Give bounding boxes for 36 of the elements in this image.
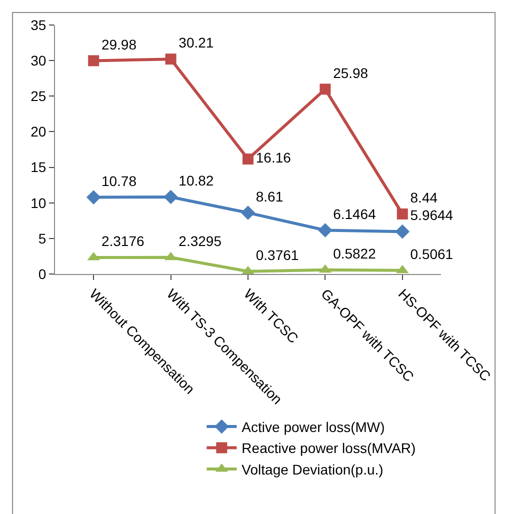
y-tick-label: 25	[30, 88, 46, 104]
data-label: 0.3761	[256, 246, 299, 263]
point	[165, 54, 176, 65]
point	[242, 154, 254, 165]
legend-label: Reactive power loss(MVAR)	[242, 440, 416, 456]
data-label: 10.78	[101, 172, 137, 189]
y-tick-label: 10	[30, 194, 46, 211]
y-tick-label: 20	[30, 124, 46, 140]
point	[88, 55, 100, 66]
data-label: 16.16	[256, 150, 292, 166]
y-tick-label: 35	[30, 16, 46, 33]
y-tick-label: 15	[30, 159, 46, 176]
legend-label: Voltage Deviation(p.u.)	[242, 461, 384, 478]
data-label: 8.61	[256, 188, 284, 204]
data-label: 2.3295	[178, 233, 222, 250]
data-label: 29.98	[101, 36, 137, 52]
legend-label: Active power loss(MW)	[242, 419, 385, 436]
data-label: 10.82	[178, 172, 214, 189]
data-label: 30.21	[178, 34, 214, 51]
y-tick-label: 5	[38, 230, 46, 246]
point	[318, 223, 332, 238]
point	[164, 190, 178, 204]
point	[395, 224, 410, 239]
data-label: 0.5061	[410, 246, 454, 262]
data-label: 6.1464	[333, 206, 376, 222]
data-label: 5.9644	[410, 207, 454, 224]
y-tick-label: 0	[38, 266, 46, 282]
point	[240, 206, 256, 220]
data-label: 0.5822	[333, 245, 376, 262]
data-label: 25.98	[333, 64, 368, 81]
data-label: 2.3176	[101, 233, 145, 250]
data-label: 8.44	[410, 190, 438, 206]
point	[86, 190, 101, 204]
point	[396, 208, 408, 220]
point	[320, 84, 331, 95]
y-tick-label: 30	[30, 52, 46, 68]
